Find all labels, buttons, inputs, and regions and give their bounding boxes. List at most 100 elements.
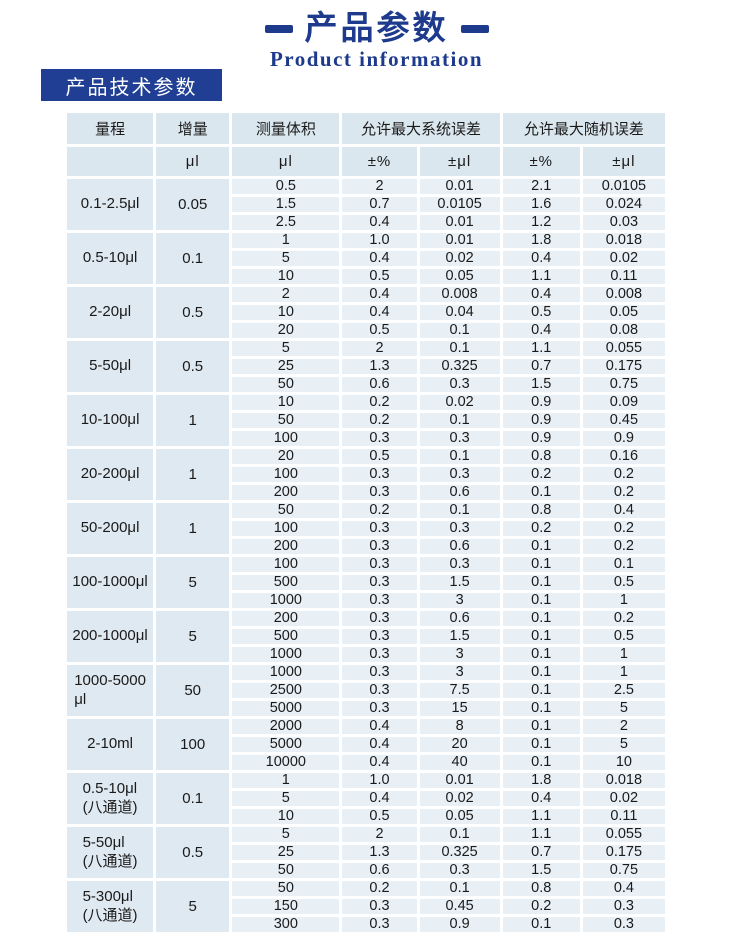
- header-sys-error: 允许最大系统误差: [342, 113, 500, 144]
- increment-cell: 0.1: [156, 233, 230, 284]
- volume-cell: 100: [232, 557, 340, 572]
- rand-pct-cell: 0.2: [502, 521, 580, 536]
- range-cell: 50-200μl: [67, 503, 154, 554]
- sys-ul-cell: 3: [419, 665, 500, 680]
- volume-cell: 100: [232, 521, 340, 536]
- range-cell: 20-200μl: [67, 449, 154, 500]
- sys-pct-cell: 0.3: [342, 431, 417, 446]
- sys-pct-cell: 0.3: [342, 575, 417, 590]
- rand-pct-cell: 1.1: [502, 341, 580, 356]
- sys-pct-cell: 0.6: [342, 377, 417, 392]
- sys-pct-cell: 0.3: [342, 701, 417, 716]
- sys-ul-cell: 0.0105: [419, 197, 500, 212]
- rand-ul-cell: 0.3: [582, 917, 665, 932]
- header-increment: 增量: [156, 113, 230, 144]
- range-cell: 2-10ml: [67, 719, 154, 770]
- volume-cell: 300: [232, 917, 340, 932]
- rand-pct-cell: 0.2: [502, 899, 580, 914]
- volume-cell: 10: [232, 395, 340, 410]
- rand-pct-cell: 0.4: [502, 791, 580, 806]
- sys-ul-cell: 0.01: [419, 215, 500, 230]
- table-row: 10-100μl 1 10 0.2 0.02 0.9 0.09: [67, 395, 665, 446]
- table-row: 100 0.3 0.3 0.2 0.2: [67, 467, 665, 482]
- section-badge: 产品技术参数: [41, 69, 222, 101]
- volume-cell: 2.5: [232, 215, 340, 230]
- range-label: 50-200μl: [80, 519, 140, 537]
- sys-ul-cell: 0.1: [419, 323, 500, 338]
- sys-ul-cell: 3: [419, 593, 500, 608]
- sys-ul-cell: 0.05: [419, 269, 500, 284]
- sys-pct-cell: 0.7: [342, 197, 417, 212]
- increment-cell: 5: [156, 881, 230, 932]
- volume-cell: 5000: [232, 701, 340, 716]
- rand-ul-cell: 5: [582, 701, 665, 716]
- volume-cell: 1: [232, 773, 340, 788]
- rand-pct-cell: 0.1: [502, 665, 580, 680]
- range-label: 0.5-10μl (八通道): [82, 779, 138, 816]
- rand-ul-cell: 0.018: [582, 233, 665, 248]
- table-row: 50 0.6 0.3 1.5 0.75: [67, 377, 665, 392]
- volume-cell: 5: [232, 791, 340, 806]
- rand-pct-cell: 0.1: [502, 593, 580, 608]
- volume-cell: 10: [232, 809, 340, 824]
- page-title: 产品参数: [304, 9, 449, 46]
- volume-cell: 200: [232, 485, 340, 500]
- table-row: 200 0.3 0.6 0.1 0.2: [67, 485, 665, 500]
- volume-cell: 200: [232, 611, 340, 626]
- sys-pct-cell: 0.5: [342, 449, 417, 464]
- volume-cell: 2: [232, 287, 340, 302]
- sys-pct-cell: 0.4: [342, 251, 417, 266]
- range-label: 10-100μl: [80, 411, 140, 429]
- rand-pct-cell: 0.1: [502, 755, 580, 770]
- rand-pct-cell: 0.1: [502, 683, 580, 698]
- table-row: 200-1000μl 5 200 0.3 0.6 0.1 0.2: [67, 611, 665, 662]
- table-row: 2-10ml 100 2000 0.4 8 0.1 2: [67, 719, 665, 770]
- rand-ul-cell: 0.4: [582, 881, 665, 896]
- range-label: 5-300μl (八通道): [82, 887, 138, 924]
- table-row: 2.5 0.4 0.01 1.2 0.03: [67, 215, 665, 230]
- sys-ul-cell: 0.02: [419, 395, 500, 410]
- rand-pct-cell: 0.1: [502, 485, 580, 500]
- volume-cell: 100: [232, 467, 340, 482]
- sys-pct-cell: 0.3: [342, 557, 417, 572]
- rand-pct-cell: 0.2: [502, 467, 580, 482]
- sys-pct-cell: 2: [342, 179, 417, 194]
- sys-ul-cell: 0.008: [419, 287, 500, 302]
- sys-pct-cell: 0.6: [342, 863, 417, 878]
- sys-ul-cell: 0.1: [419, 449, 500, 464]
- rand-ul-cell: 1: [582, 665, 665, 680]
- sys-pct-cell: 0.3: [342, 665, 417, 680]
- sys-ul-cell: 0.1: [419, 503, 500, 518]
- volume-cell: 10: [232, 305, 340, 320]
- rand-ul-cell: 0.4: [582, 503, 665, 518]
- rand-pct-cell: 1.1: [502, 827, 580, 842]
- sys-pct-cell: 0.3: [342, 917, 417, 932]
- range-cell: 200-1000μl: [67, 611, 154, 662]
- volume-cell: 25: [232, 845, 340, 860]
- table-row: 100 0.3 0.3 0.9 0.9: [67, 431, 665, 446]
- rand-pct-cell: 2.1: [502, 179, 580, 194]
- sys-pct-cell: 1.3: [342, 359, 417, 374]
- increment-cell: 1: [156, 449, 230, 500]
- rand-ul-cell: 0.0105: [582, 179, 665, 194]
- range-cell: 5-50μl: [67, 341, 154, 392]
- sys-pct-cell: 1.3: [342, 845, 417, 860]
- table-row: 2500 0.3 7.5 0.1 2.5: [67, 683, 665, 698]
- table-row: 500 0.3 1.5 0.1 0.5: [67, 629, 665, 644]
- rand-ul-cell: 0.2: [582, 485, 665, 500]
- volume-cell: 100: [232, 431, 340, 446]
- rand-pct-cell: 1.5: [502, 863, 580, 878]
- sys-ul-cell: 0.1: [419, 341, 500, 356]
- volume-cell: 1.5: [232, 197, 340, 212]
- rand-pct-cell: 0.5: [502, 305, 580, 320]
- sys-ul-cell: 0.02: [419, 251, 500, 266]
- sys-pct-cell: 0.3: [342, 899, 417, 914]
- range-cell: 5-50μl (八通道): [67, 827, 154, 878]
- sys-pct-cell: 0.4: [342, 791, 417, 806]
- table-row: 0.1-2.5μl 0.05 0.5 2 0.01 2.1 0.0105: [67, 179, 665, 230]
- rand-ul-cell: 10: [582, 755, 665, 770]
- table-row: 50 0.2 0.1 0.9 0.45: [67, 413, 665, 428]
- table-row: 1000-5000 μl 50 1000 0.3 3 0.1 1: [67, 665, 665, 716]
- rand-ul-cell: 0.5: [582, 575, 665, 590]
